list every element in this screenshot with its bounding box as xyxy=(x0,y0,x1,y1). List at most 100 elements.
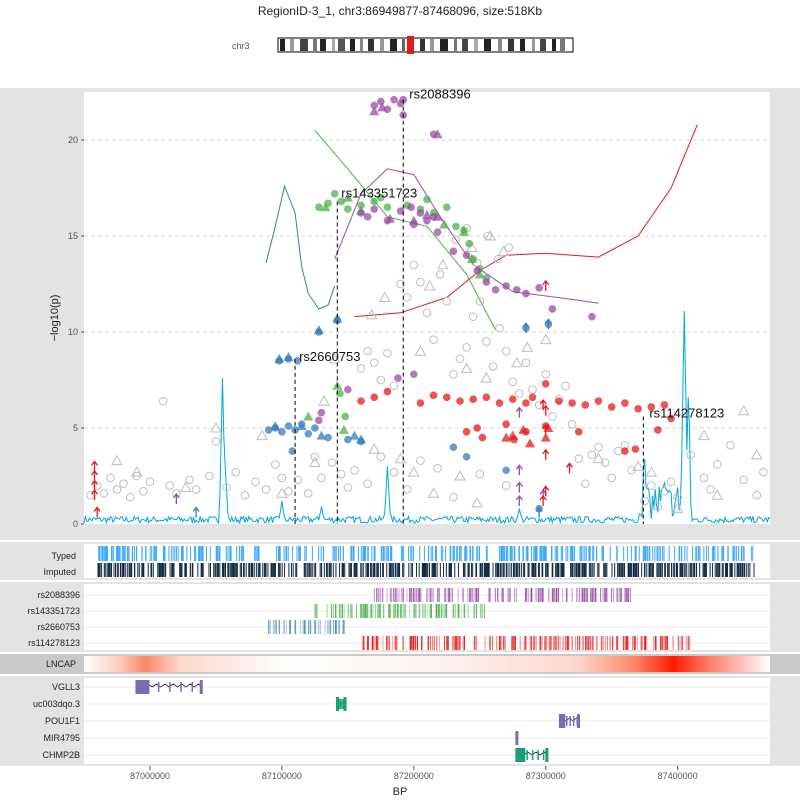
ld-point-rs143351723 xyxy=(337,197,346,206)
snp-triangle xyxy=(471,496,483,508)
snp-point xyxy=(191,485,201,494)
snp-triangle xyxy=(632,460,644,471)
ld-point-rs2088396 xyxy=(370,205,379,213)
snp-point xyxy=(165,481,175,490)
ld-point-rs114278123 xyxy=(357,397,365,405)
snp-point xyxy=(451,235,461,245)
ld-point-rs2088396 xyxy=(512,285,521,294)
snp-point xyxy=(251,477,260,487)
x-tick-label: 87300000 xyxy=(526,771,566,781)
gene-exon xyxy=(520,750,523,760)
snp-point xyxy=(205,471,214,481)
ld-point-rs2088396 xyxy=(410,370,418,379)
ideogram-band xyxy=(390,39,397,51)
ideogram-band xyxy=(313,39,317,51)
snp-triangle xyxy=(497,245,510,256)
ld-arrow-rs114278123 xyxy=(542,404,550,416)
ideogram-band xyxy=(402,39,405,51)
x-axis-label: BP xyxy=(393,786,408,798)
gene-exon xyxy=(515,731,519,745)
snp-point xyxy=(350,465,359,475)
ld-point-rs143351723 xyxy=(465,239,474,248)
ld-point-rs114278123 xyxy=(383,387,392,396)
ld-point-rs143351723 xyxy=(330,189,339,198)
ld-arrow-rs2088396 xyxy=(172,492,180,505)
gene-exon xyxy=(180,682,182,692)
ld-point-rs114278123 xyxy=(660,401,669,409)
snp-point xyxy=(139,487,148,496)
snp-triangle xyxy=(309,456,321,468)
snp-triangle xyxy=(407,466,420,477)
snp-triangle xyxy=(510,356,523,368)
typed-ticks xyxy=(97,546,755,577)
ld-triangle-rs143351723 xyxy=(303,411,314,421)
ideogram-band xyxy=(520,39,525,51)
ideogram-band xyxy=(380,39,384,51)
ld-triangle-rs114278123 xyxy=(507,430,518,440)
snp-point xyxy=(574,454,584,464)
snp-point xyxy=(581,479,590,488)
ld-point-rs2088396 xyxy=(588,312,596,321)
lead-label-rs2088396: rs2088396 xyxy=(409,87,470,102)
gene-models: VGLL3 uc003dqo.3 POU1F1 MIR4795 CHMP2B xyxy=(33,680,770,762)
snp-point xyxy=(363,479,372,488)
ld-point-rs143351723 xyxy=(377,193,385,202)
snp-point xyxy=(106,473,115,483)
snp-point xyxy=(686,450,696,460)
curve-rs114278123 xyxy=(354,124,698,318)
ld-arrow-rs114278123 xyxy=(91,489,99,501)
ld-point-rs114278123 xyxy=(502,420,510,428)
gene-exon xyxy=(337,699,340,709)
snp-point xyxy=(240,490,250,500)
ld-triangle-rs2088396 xyxy=(432,129,443,139)
snp-point xyxy=(504,243,514,252)
ld-arrow-rs114278123 xyxy=(91,460,99,472)
ld-point-rs2088396 xyxy=(315,416,323,425)
gene-exon xyxy=(146,682,149,692)
snp-point xyxy=(317,473,326,483)
chromosome-ideogram xyxy=(277,36,574,54)
ld-point-rs2088396 xyxy=(363,213,372,221)
snp-point xyxy=(449,492,458,502)
snp-point xyxy=(541,369,551,379)
ld-point-rs2088396 xyxy=(473,266,481,275)
ld-point-rs114278123 xyxy=(478,433,487,442)
snp-point xyxy=(462,343,471,352)
snp-triangle xyxy=(480,372,493,383)
y-tick-label: 10 xyxy=(68,327,78,337)
ld-point-rs114278123 xyxy=(442,393,451,402)
snp-point xyxy=(363,346,372,356)
snp-point xyxy=(594,442,603,452)
snp-point xyxy=(99,488,109,498)
snp-triangle xyxy=(645,466,658,477)
ld-point-rs143351723 xyxy=(452,222,460,231)
x-tick-label: 87200000 xyxy=(394,771,434,781)
ideogram-band xyxy=(360,39,363,51)
snp-point xyxy=(528,385,537,394)
gene-exon xyxy=(577,714,581,728)
snp-point xyxy=(293,475,303,485)
snp-triangle xyxy=(256,429,268,441)
ld-arrow-rs2660753 xyxy=(535,506,543,518)
gene-exon xyxy=(157,682,160,692)
lead-label-rs2660753: rs2660753 xyxy=(299,349,360,364)
recombination-trace xyxy=(83,310,771,525)
ld-point-rs114278123 xyxy=(508,395,517,404)
snp-point xyxy=(125,492,135,502)
plot-title: RegionID-3_1, chr3:86949877-87468096, si… xyxy=(257,4,543,18)
snp-point xyxy=(712,460,722,469)
ideogram-region-marker xyxy=(407,36,414,54)
y-tick-label: 15 xyxy=(68,231,78,241)
ld-point-rs2660753 xyxy=(293,357,302,365)
snp-point xyxy=(646,481,656,490)
y-tick-label: 5 xyxy=(73,423,78,433)
ideogram-band xyxy=(532,39,535,51)
ld-point-rs2088396 xyxy=(535,284,543,292)
ld-point-rs2088396 xyxy=(491,285,500,294)
ideogram-band xyxy=(508,39,514,51)
ld-arrow-rs114278123 xyxy=(539,494,547,506)
ideogram-band xyxy=(430,39,434,51)
snp-triangle xyxy=(671,502,684,514)
snp-triangle xyxy=(737,404,750,416)
snp-point xyxy=(429,335,438,344)
